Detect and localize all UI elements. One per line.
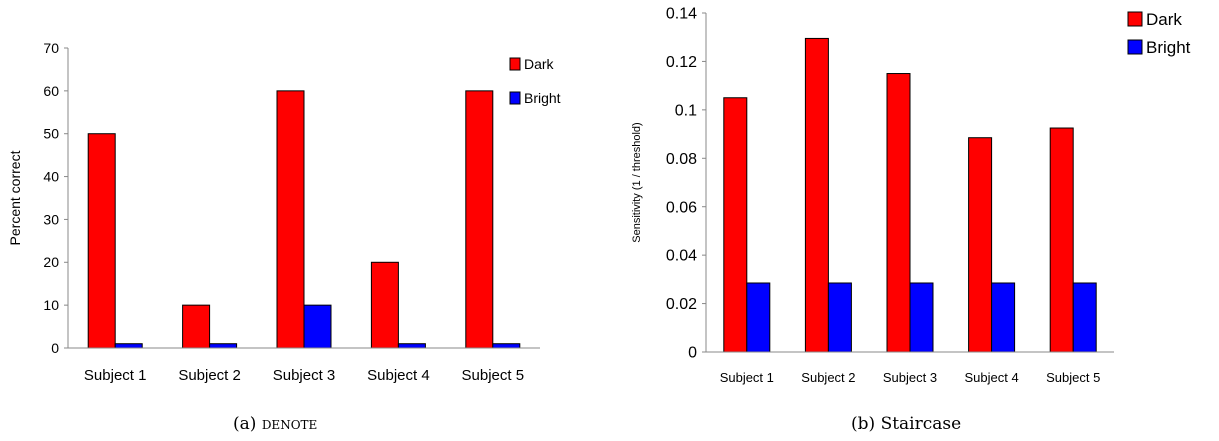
y-tick-label: 0.12 bbox=[666, 54, 697, 71]
legend-swatch-bright bbox=[509, 91, 521, 105]
x-tick-label: Subject 2 bbox=[178, 367, 241, 384]
x-tick-label: Subject 3 bbox=[883, 370, 937, 385]
legend-swatch-dark bbox=[1127, 11, 1143, 27]
legend-label-dark: Dark bbox=[1146, 10, 1182, 29]
bar-bright-5 bbox=[492, 343, 521, 349]
chart-staircase: Subject 1 Subject 2 Subject 3 Subject 4 Subj… bbox=[631, 6, 1191, 385]
bar-dark-5 bbox=[1049, 127, 1074, 353]
y-tick-label: 20 bbox=[43, 254, 59, 270]
bar-dark-2 bbox=[804, 37, 829, 353]
y-tick-label: 0.04 bbox=[666, 248, 697, 265]
legend-label-bright: Bright bbox=[1146, 38, 1191, 57]
caption-b: (b) Staircase bbox=[851, 414, 961, 434]
y-tick-label: 60 bbox=[43, 83, 59, 99]
bar-bright-4 bbox=[397, 343, 426, 349]
bar-bright-2 bbox=[827, 282, 852, 353]
y-tick-label: 0.06 bbox=[666, 199, 697, 216]
y-tick-label: 0.1 bbox=[675, 102, 697, 119]
x-tick-label: Subject 3 bbox=[273, 367, 336, 384]
y-tick-label: 30 bbox=[43, 211, 59, 227]
y-tick-label: 0.02 bbox=[666, 296, 697, 313]
bar-bright-1 bbox=[746, 282, 771, 353]
bar-bright-3 bbox=[303, 304, 332, 349]
bar-dark-3 bbox=[886, 73, 911, 353]
y-tick-label: 0.08 bbox=[666, 151, 697, 168]
caption-b-name: Staircase bbox=[880, 414, 962, 434]
bar-bright-1 bbox=[114, 343, 143, 349]
legend-swatch-dark bbox=[509, 57, 521, 71]
bar-bright-2 bbox=[209, 343, 238, 349]
caption-a: (a) denote bbox=[233, 414, 317, 434]
bar-dark-4 bbox=[370, 261, 399, 349]
bar-dark-1 bbox=[87, 133, 116, 349]
caption-b-label: (b) bbox=[851, 414, 876, 434]
x-tick-label: Subject 2 bbox=[801, 370, 855, 385]
bar-dark-3 bbox=[276, 90, 305, 349]
x-tick-label: Subject 4 bbox=[367, 367, 430, 384]
bar-dark-5 bbox=[465, 90, 494, 349]
x-tick-label: Subject 1 bbox=[720, 370, 774, 385]
x-tick-label: Subject 5 bbox=[462, 367, 525, 384]
caption-a-name: denote bbox=[261, 414, 318, 434]
y-tick-label: 50 bbox=[43, 126, 59, 142]
bar-dark-2 bbox=[182, 304, 211, 349]
caption-a-label: (a) bbox=[233, 414, 257, 434]
y-tick-label: 10 bbox=[43, 297, 59, 313]
y-tick-label: 0.14 bbox=[666, 6, 697, 23]
bar-bright-3 bbox=[909, 282, 934, 353]
y-axis-label: Percent correct bbox=[7, 150, 23, 245]
chart-denote: Subject 1 Subject 2 Subject 3 Subject 4 Subj… bbox=[7, 40, 561, 384]
bar-bright-4 bbox=[991, 282, 1016, 353]
x-tick-label: Subject 4 bbox=[964, 370, 1018, 385]
bar-bright-5 bbox=[1072, 282, 1097, 353]
y-tick-label: 0 bbox=[51, 340, 59, 356]
legend-swatch-bright bbox=[1127, 39, 1143, 55]
y-tick-label: 40 bbox=[43, 168, 59, 184]
x-tick-label: Subject 1 bbox=[84, 367, 147, 384]
legend-label-bright: Bright bbox=[524, 90, 561, 106]
bar-dark-4 bbox=[968, 137, 993, 353]
bar-dark-1 bbox=[723, 97, 748, 353]
y-axis-label: Sensitivity (1 / threshold) bbox=[631, 122, 643, 242]
legend-label-dark: Dark bbox=[524, 56, 555, 72]
x-tick-label: Subject 5 bbox=[1046, 370, 1100, 385]
y-tick-label: 0 bbox=[688, 345, 697, 362]
y-tick-label: 70 bbox=[43, 40, 59, 56]
